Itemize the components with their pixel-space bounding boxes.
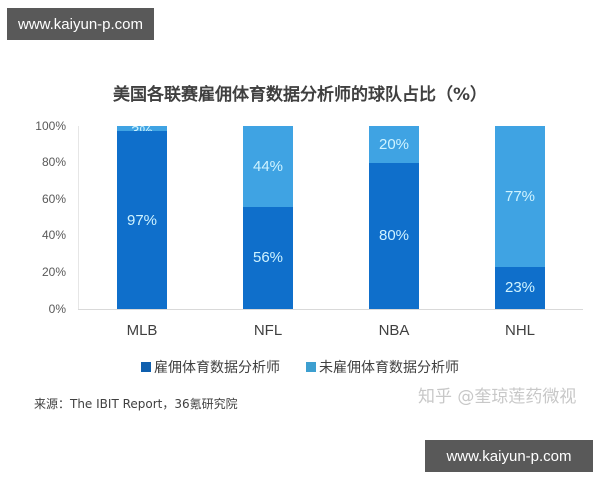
bar-nhl: 77% 23%	[495, 126, 545, 309]
legend-label: 未雇佣体育数据分析师	[319, 360, 459, 376]
x-label-nfl: NFL	[253, 322, 283, 339]
data-label: 80%	[378, 227, 410, 245]
segment-hired: 80%	[369, 162, 419, 309]
bar-nfl: 44% 56%	[243, 126, 293, 309]
bar-nba: 20% 80%	[369, 126, 419, 309]
y-tick: 40%	[41, 228, 66, 242]
segment-not-hired: 20%	[369, 126, 419, 163]
bar-mlb: 3% 97%	[117, 123, 167, 309]
data-label: 77%	[504, 187, 536, 205]
y-tick: 0%	[48, 302, 66, 316]
segment-hired: 56%	[243, 206, 293, 309]
x-label-nhl: NHL	[504, 322, 535, 339]
y-axis-line	[78, 126, 79, 310]
y-tick: 20%	[41, 265, 66, 279]
segment-not-hired: 44%	[243, 126, 293, 207]
watermark-bottom: www.kaiyun-p.com	[425, 440, 593, 472]
legend: 雇佣体育数据分析师 未雇佣体育数据分析师	[0, 357, 600, 377]
watermark-top: www.kaiyun-p.com	[7, 8, 154, 40]
segment-hired: 97%	[117, 131, 167, 309]
legend-swatch-icon	[306, 362, 316, 372]
segment-not-hired: 77%	[495, 126, 545, 267]
data-label: 44%	[252, 157, 284, 175]
x-label-nba: NBA	[378, 322, 410, 339]
x-axis-line	[78, 309, 583, 310]
y-tick: 80%	[41, 155, 66, 169]
data-label: 23%	[504, 279, 536, 297]
legend-item-hired: 雇佣体育数据分析师	[141, 357, 280, 377]
segment-hired: 23%	[495, 266, 545, 309]
y-tick: 100%	[35, 119, 66, 133]
chart-title: 美国各联赛雇佣体育数据分析师的球队占比（%）	[112, 85, 488, 105]
x-label-mlb: MLB	[126, 322, 158, 339]
data-label: 56%	[252, 249, 284, 267]
platform-watermark: 知乎 @奎琼莲药微视	[418, 387, 577, 407]
data-label: 97%	[126, 211, 158, 229]
data-label: 20%	[378, 135, 410, 153]
legend-swatch-icon	[141, 362, 151, 372]
legend-label: 雇佣体育数据分析师	[154, 360, 280, 376]
y-tick: 60%	[41, 192, 66, 206]
source-note: 来源：The IBIT Report，36氪研究院	[34, 397, 238, 411]
legend-item-not-hired: 未雇佣体育数据分析师	[306, 357, 459, 377]
